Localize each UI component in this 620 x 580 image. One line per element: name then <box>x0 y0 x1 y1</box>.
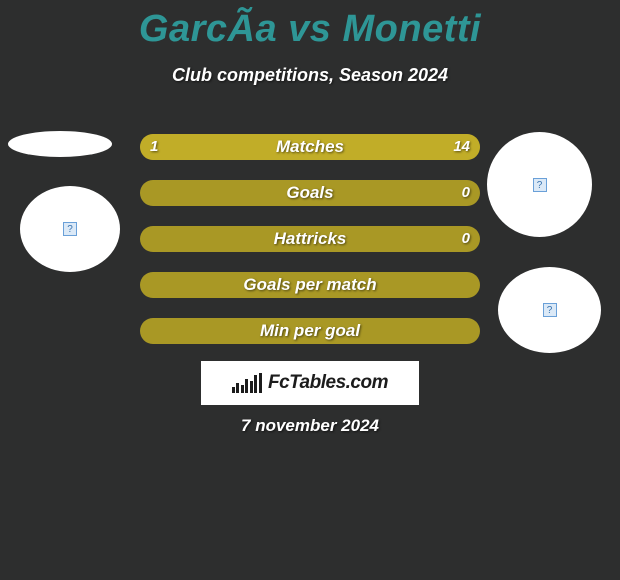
stat-row: Hattricks0 <box>140 226 480 252</box>
footer-date: 7 november 2024 <box>0 416 620 436</box>
image-placeholder-icon: ? <box>543 303 557 317</box>
player-right-club-avatar: ? <box>498 267 601 353</box>
brand-box: FcTables.com <box>201 361 419 405</box>
stat-label: Goals per match <box>140 272 480 298</box>
stat-row: Min per goal <box>140 318 480 344</box>
stats-bars: Matches114Goals0Hattricks0Goals per matc… <box>140 134 480 364</box>
stat-right-value: 14 <box>453 134 470 160</box>
page-title: GarcÃ­a vs Monetti <box>0 8 620 51</box>
stat-row: Goals per match <box>140 272 480 298</box>
stat-row: Goals0 <box>140 180 480 206</box>
bar-chart-icon <box>232 373 262 393</box>
stat-label: Goals <box>140 180 480 206</box>
player-right-avatar: ? <box>487 132 592 237</box>
stat-row: Matches1 14 <box>140 134 480 160</box>
stat-right-value: 0 <box>462 180 470 206</box>
brand-text: FcTables.com <box>268 372 388 394</box>
stat-label: Hattricks <box>140 226 480 252</box>
stat-label: Matches <box>140 134 480 160</box>
player-left-ellipse <box>8 131 112 157</box>
image-placeholder-icon: ? <box>63 222 77 236</box>
page-subtitle: Club competitions, Season 2024 <box>0 65 620 86</box>
stat-right-value: 0 <box>462 226 470 252</box>
stat-label: Min per goal <box>140 318 480 344</box>
stat-left-value: 1 <box>150 134 158 160</box>
player-left-avatar: ? <box>20 186 120 272</box>
image-placeholder-icon: ? <box>533 178 547 192</box>
